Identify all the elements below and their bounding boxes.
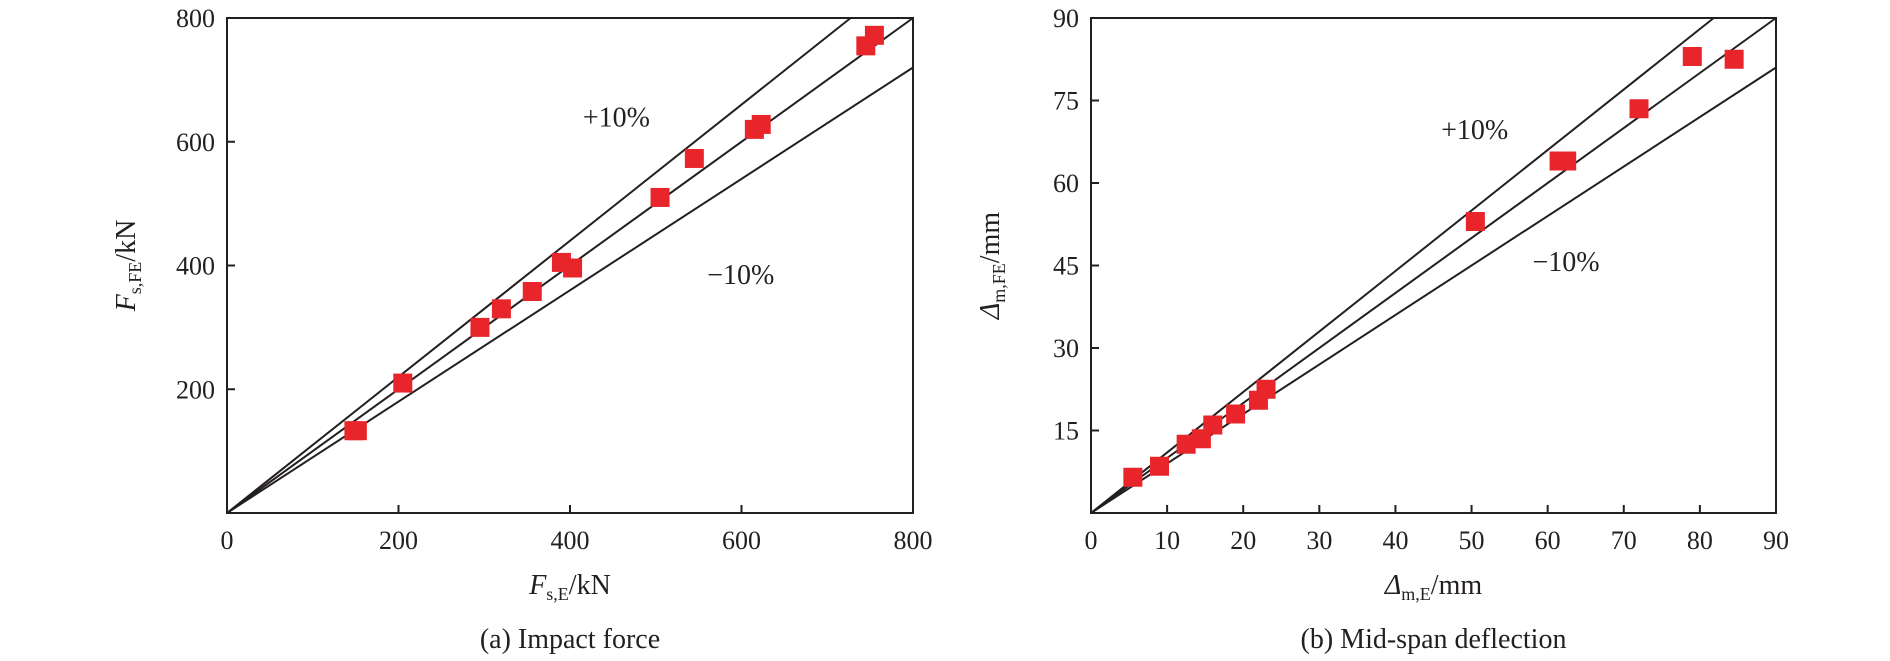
data-point — [491, 299, 511, 319]
data-points — [344, 25, 884, 441]
y-tick-label: 45 — [1053, 252, 1079, 281]
reference-line-minus-10 — [226, 66, 914, 514]
data-point — [393, 373, 413, 393]
y-tick-label: 200 — [176, 375, 215, 404]
data-point — [751, 114, 771, 134]
panel-impact-force: 0 200 400 600 800 200 400 600 800 +10% −10% Fs,E… — [111, 4, 933, 655]
data-point — [347, 421, 367, 441]
x-tick-label: 400 — [551, 526, 590, 555]
data-point — [1629, 99, 1649, 119]
x-tick-label: 800 — [894, 526, 933, 555]
band-labels: +10% −10% — [583, 102, 774, 291]
x-tick-label: 200 — [379, 526, 418, 555]
data-point — [1724, 49, 1744, 69]
x-tick-label: 0 — [1085, 526, 1098, 555]
data-point — [1465, 212, 1485, 231]
x-tick-label: 10 — [1154, 526, 1180, 555]
band-label-plus: +10% — [583, 102, 650, 133]
y-tick-label: 30 — [1053, 334, 1079, 363]
data-point — [1203, 415, 1223, 435]
data-point — [684, 148, 704, 168]
x-tick-label: 90 — [1763, 526, 1789, 555]
y-tick-label: 75 — [1053, 87, 1079, 116]
x-axis-label: Fs,E/kN — [528, 570, 611, 604]
caption: (b) Mid-span deflection — [1301, 624, 1567, 655]
y-axis-label-symbol: Δ — [975, 303, 1006, 320]
y-tick-label: 90 — [1053, 4, 1079, 33]
x-axis-label-subscript: m,E — [1401, 584, 1431, 604]
x-axis-label-unit: /mm — [1431, 570, 1483, 601]
reference-line-plus-10 — [226, 17, 852, 514]
data-point — [1256, 379, 1276, 399]
band-label-plus: +10% — [1441, 115, 1508, 146]
band-labels: +10% −10% — [1441, 115, 1599, 278]
x-axis-label-symbol: Δ — [1384, 570, 1401, 601]
y-tick-label: 400 — [176, 252, 215, 281]
x-tick-label: 60 — [1535, 526, 1561, 555]
data-point — [1682, 47, 1702, 66]
x-tick-label: 70 — [1611, 526, 1637, 555]
y-axis-label: Δm,FE/mm — [975, 212, 1009, 321]
x-axis-label-unit: /kN — [569, 570, 611, 601]
data-points — [1123, 47, 1744, 487]
x-tick-label: 20 — [1230, 526, 1256, 555]
axis-ticks: 0 200 400 600 800 200 400 600 800 — [176, 4, 933, 555]
band-label-minus: −10% — [1532, 247, 1599, 278]
data-point — [522, 281, 542, 301]
data-point — [1176, 434, 1196, 454]
y-axis-label-subscript: s,FE — [125, 262, 145, 295]
x-tick-label: 600 — [722, 526, 761, 555]
data-point — [650, 187, 670, 207]
y-tick-label: 15 — [1053, 417, 1079, 446]
data-point — [1150, 456, 1169, 476]
y-tick-label: 600 — [176, 128, 215, 157]
axis-ticks: 0 10 20 30 40 50 60 70 80 90 15 30 45 60 75 90 — [1053, 4, 1789, 555]
x-axis-label-subscript: s,E — [546, 584, 569, 604]
x-tick-label: 50 — [1459, 526, 1485, 555]
data-point — [1123, 467, 1143, 487]
y-axis-label-symbol: F — [111, 293, 142, 312]
panel-mid-span-deflection: 0 10 20 30 40 50 60 70 80 90 15 30 45 60 75 90 +10% −10… — [975, 4, 1789, 655]
x-tick-label: 80 — [1687, 526, 1713, 555]
x-tick-label: 0 — [221, 526, 234, 555]
data-point — [470, 317, 490, 337]
x-axis-label: Δm,E/mm — [1384, 570, 1482, 604]
x-tick-label: 40 — [1382, 526, 1408, 555]
y-tick-label: 60 — [1053, 169, 1079, 198]
x-axis-label-symbol: F — [528, 570, 547, 601]
y-axis-label-unit: /kN — [111, 220, 142, 262]
band-label-minus: −10% — [707, 260, 774, 291]
data-point — [563, 258, 583, 278]
data-point — [1557, 151, 1577, 171]
data-point — [864, 25, 884, 45]
y-axis-label-subscript: m,FE — [989, 263, 1009, 303]
y-tick-label: 800 — [176, 4, 215, 33]
y-axis-label: Fs,FE/kN — [111, 220, 145, 313]
x-tick-label: 30 — [1306, 526, 1332, 555]
data-point — [1226, 404, 1246, 424]
y-axis-label-unit: /mm — [975, 212, 1006, 264]
caption: (a) Impact force — [480, 624, 660, 655]
